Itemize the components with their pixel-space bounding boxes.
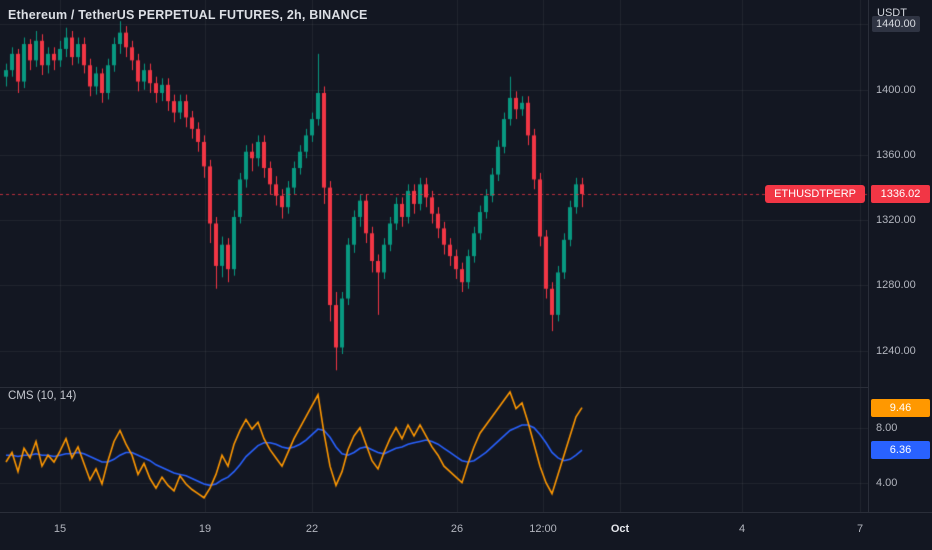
time-axis-label: 12:00 bbox=[529, 523, 557, 535]
chart-legend-title[interactable]: Ethereum / TetherUS PERPETUAL FUTURES, 2… bbox=[8, 8, 368, 22]
price-axis-label: 1400.00 bbox=[876, 83, 916, 96]
price-axis-currency-label: USDT bbox=[877, 7, 907, 19]
time-axis-label: Oct bbox=[610, 523, 630, 535]
price-axis-label: 1320.00 bbox=[876, 214, 916, 227]
indicator-axis-label: 4.00 bbox=[876, 476, 898, 489]
time-axis-label: 22 bbox=[305, 523, 319, 535]
price-axis-label: 1360.00 bbox=[876, 148, 916, 161]
indicator-axis-label: 8.00 bbox=[876, 421, 898, 434]
last-price-symbol-badge: ETHUSDTPERP bbox=[765, 185, 865, 204]
price-axis-label: 1240.00 bbox=[876, 344, 916, 357]
last-price-badge: 1336.02 bbox=[871, 185, 930, 204]
price-axis[interactable]: USDT 1440.00 1400.00 1360.00 1320.00 1280.00… bbox=[868, 0, 932, 512]
indicator-value-badge: 6.36 bbox=[871, 441, 930, 460]
time-axis-label: 26 bbox=[450, 523, 464, 535]
indicator-value-badge: 9.46 bbox=[871, 398, 930, 417]
time-axis[interactable]: 15 19 22 26 12:00 Oct 4 7 bbox=[0, 512, 932, 550]
price-axis-label: 1440.00 bbox=[872, 16, 920, 33]
indicator-legend[interactable]: CMS (10, 14) bbox=[8, 390, 77, 402]
time-axis-label: 19 bbox=[198, 523, 212, 535]
chart-canvas[interactable] bbox=[0, 0, 868, 512]
time-axis-label: 7 bbox=[856, 523, 864, 535]
time-axis-label: 15 bbox=[53, 523, 67, 535]
price-axis-label: 1280.00 bbox=[876, 279, 916, 292]
pane-separator[interactable] bbox=[0, 387, 932, 388]
time-axis-label: 4 bbox=[738, 523, 746, 535]
